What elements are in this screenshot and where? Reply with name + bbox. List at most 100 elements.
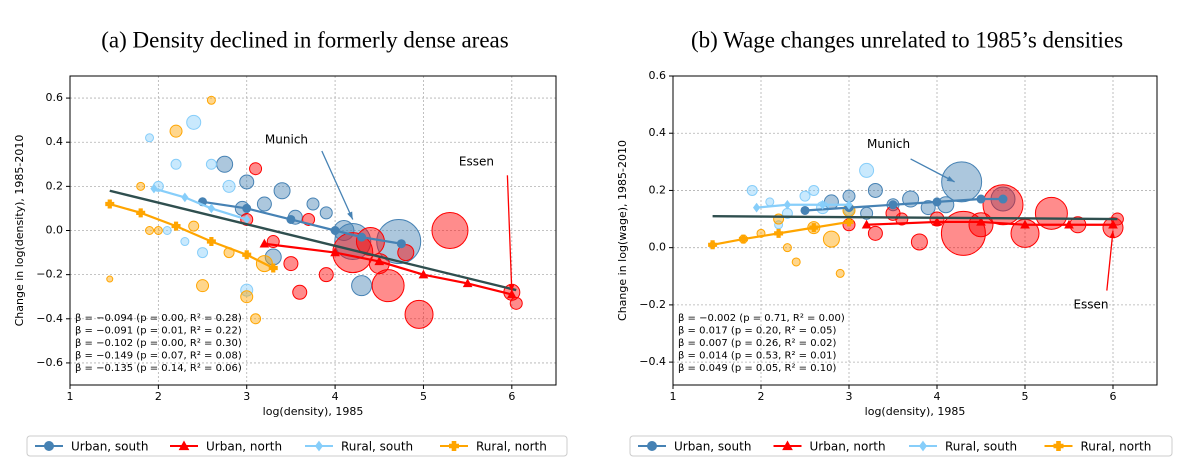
bubble	[774, 220, 784, 230]
fit-marker	[207, 203, 216, 214]
fit-marker	[783, 199, 792, 210]
overall-fit-line	[712, 214, 1118, 221]
bubble	[249, 162, 263, 176]
stat-label: β = −0.094 (p = 0.00, R² = 0.28)	[75, 313, 242, 324]
arrow-head	[1109, 230, 1115, 239]
fit-marker	[1108, 219, 1118, 229]
x-tick-label: 6	[1110, 390, 1117, 403]
x-tick-label: 2	[155, 390, 162, 403]
bubble	[186, 114, 202, 130]
bubble	[283, 256, 299, 272]
legend-label: Urban, north	[810, 440, 886, 454]
bubble	[145, 133, 155, 143]
bubble	[351, 275, 373, 297]
fit-marker	[976, 216, 986, 226]
bubble	[319, 206, 333, 220]
legend-label: Rural, north	[1081, 440, 1152, 454]
overall-fit-line	[109, 189, 517, 292]
annotation: Munich	[867, 137, 910, 151]
bubble	[799, 190, 811, 202]
stat-label: β = −0.002 (p = 0.71, R² = 0.00)	[678, 313, 845, 324]
fit-line	[109, 202, 274, 270]
fit-marker	[242, 250, 252, 260]
fit-marker	[506, 289, 517, 299]
bubble	[145, 226, 155, 235]
x-tick-label: 1	[67, 390, 74, 403]
legend-label: Urban, south	[674, 440, 751, 454]
annotation: Munich	[265, 133, 308, 147]
bubble	[941, 161, 983, 203]
fit-marker	[708, 240, 718, 250]
fit-marker	[932, 197, 942, 207]
fit-marker	[752, 202, 761, 213]
bubble	[170, 158, 182, 170]
fit-marker	[242, 203, 252, 213]
bubble	[273, 182, 291, 200]
plot-area	[105, 95, 523, 329]
fit-line	[264, 242, 513, 296]
fit-marker	[774, 228, 784, 238]
arrow-head	[946, 175, 955, 182]
fit-line	[153, 187, 248, 221]
stat-label: β = −0.091 (p = 0.01, R² = 0.22)	[75, 326, 242, 337]
legend-marker	[44, 441, 54, 451]
y-tick-label: −0.4	[36, 312, 63, 325]
legend-label: Urban, north	[206, 440, 282, 454]
fit-line	[202, 200, 402, 245]
bubble	[106, 275, 114, 283]
bubble	[791, 257, 801, 267]
stat-label: β = −0.135 (p = 0.14, R² = 0.06)	[75, 363, 242, 374]
fit-marker	[259, 238, 270, 248]
x-tick-label: 4	[332, 390, 339, 403]
legend: Urban, south Urban, north Rural, south Rura…	[26, 435, 568, 457]
fit-marker	[861, 219, 872, 229]
legend-marker	[1053, 441, 1064, 451]
x-tick-label: 4	[934, 390, 941, 403]
stat-label: β = −0.149 (p = 0.07, R² = 0.08)	[75, 351, 242, 362]
bubble	[239, 174, 255, 190]
bubble	[196, 279, 210, 293]
bubble	[509, 296, 523, 310]
legend-marker	[315, 440, 323, 452]
y-tick-label: 0.6	[46, 91, 64, 104]
fit-marker	[462, 278, 473, 288]
bubble	[169, 124, 183, 138]
arrow-head	[508, 284, 515, 293]
legend-label: Rural, south	[341, 440, 413, 454]
y-axis-label: Change in log(wage), 1985-2010	[616, 140, 629, 321]
bubble	[910, 233, 928, 251]
fit-marker	[268, 263, 278, 273]
bubble	[859, 162, 875, 178]
stat-label: β = −0.102 (p = 0.00, R² = 0.30)	[75, 338, 242, 349]
fit-marker	[738, 234, 748, 244]
bubble	[240, 290, 254, 304]
bubble	[822, 230, 840, 248]
bubble	[808, 184, 820, 196]
legend-marker	[919, 440, 927, 452]
bubble	[1034, 196, 1068, 230]
stat-label: β = 0.017 (p = 0.20, R² = 0.05)	[678, 326, 836, 337]
bubble	[205, 158, 217, 170]
fit-marker	[181, 192, 189, 203]
bubble	[250, 313, 262, 325]
fit-marker	[286, 214, 296, 224]
bubble	[431, 212, 469, 249]
annotation-arrow	[321, 150, 354, 220]
bubble	[162, 226, 172, 235]
bubble	[216, 155, 234, 173]
arrow-head	[347, 211, 353, 220]
legend-label: Urban, south	[71, 440, 148, 454]
fit-line	[866, 220, 1113, 226]
bubble	[306, 197, 320, 211]
y-tick-label: −0.2	[639, 298, 666, 311]
bubble	[867, 182, 883, 198]
annotation-arrow	[910, 158, 955, 183]
fit-marker	[1020, 219, 1030, 229]
bubble	[920, 200, 936, 216]
y-tick-label: −0.2	[36, 268, 63, 281]
bubble	[188, 220, 200, 232]
fit-marker	[171, 221, 181, 231]
chart-title: (a) Density declined in formerly dense a…	[101, 27, 508, 52]
legend-marker	[178, 440, 190, 451]
